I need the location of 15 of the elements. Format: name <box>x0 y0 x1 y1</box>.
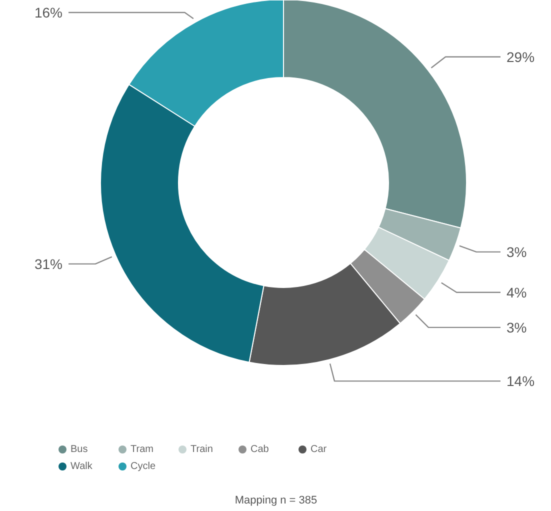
data-label: 31% <box>34 256 63 272</box>
legend-label: Tram <box>130 444 154 455</box>
legend-label: Bus <box>70 444 88 455</box>
legend-label: Train <box>190 444 213 455</box>
legend-label: Cab <box>250 444 270 455</box>
legend-label: Car <box>310 444 328 455</box>
text: Mapping n = 385 <box>234 494 318 506</box>
data-label: 3% <box>506 244 527 260</box>
data-label: 29% <box>506 48 535 65</box>
data-label: 14% <box>506 373 535 390</box>
data-label: 16% <box>34 4 63 20</box>
legend-label: Walk <box>70 461 94 472</box>
data-label: 3% <box>506 319 527 336</box>
data-label: 4% <box>506 284 527 300</box>
legend-label: Cycle <box>130 461 156 472</box>
